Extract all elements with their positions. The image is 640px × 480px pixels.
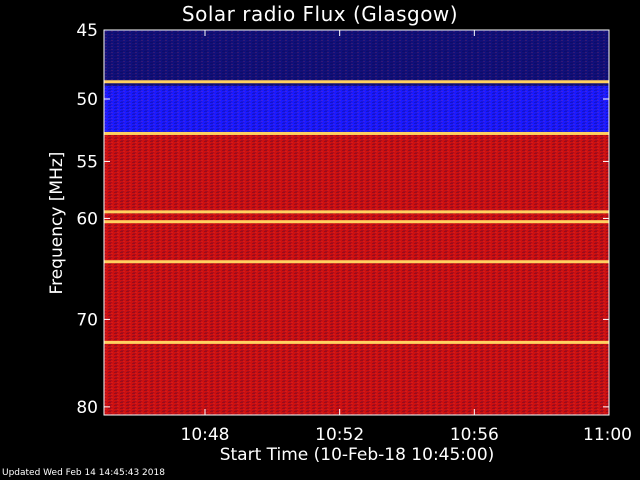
x-tick-label: 10:56 [450,425,499,445]
x-tick-label: 10:48 [181,425,230,445]
y-axis: 45 50 55 60 70 80 [76,21,609,418]
y-axis-label: Frequency [MHz] [47,151,67,295]
y-tick-label: 80 [76,398,98,418]
emission-line [104,260,609,264]
x-tick-label: 10:52 [315,425,364,445]
y-tick-label: 70 [76,310,98,330]
emission-line [104,210,609,214]
plot-area [104,30,609,415]
y-tick-label: 50 [76,90,98,110]
updated-timestamp: Updated Wed Feb 14 14:45:43 2018 [2,468,165,478]
x-axis-label: Start Time (10-Feb-18 10:45:00) [219,445,495,465]
emission-line [104,131,609,135]
emission-line [104,220,609,224]
plot-frame [103,29,610,416]
emission-line [104,340,609,344]
emission-line [104,80,609,84]
y-tick-label: 45 [76,21,98,41]
x-axis: 10:48 10:52 10:56 11:00 [181,30,632,445]
chart-title: Solar radio Flux (Glasgow) [181,2,459,26]
x-tick-label: 11:00 [583,425,632,445]
y-tick-label: 60 [76,209,98,229]
y-tick-label: 55 [76,152,98,172]
